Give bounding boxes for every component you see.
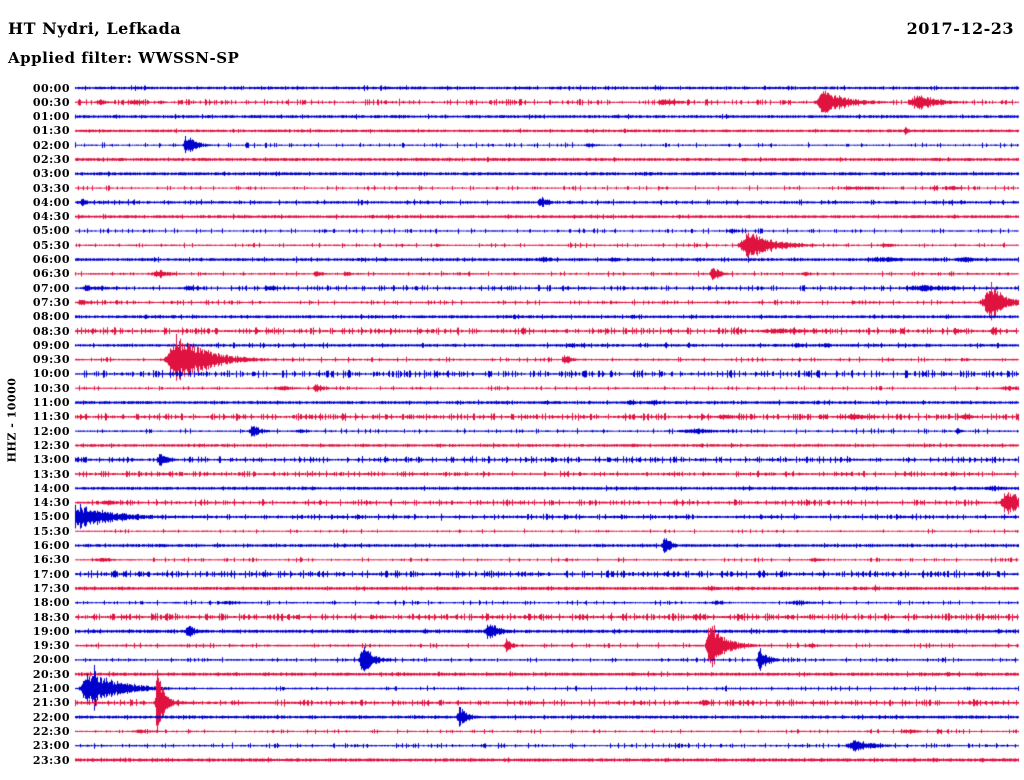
trace-time-label: 03:00 — [32, 167, 70, 181]
trace-time-label: 20:00 — [32, 653, 70, 667]
trace-time-label: 17:30 — [32, 581, 70, 595]
trace-time-label: 04:00 — [32, 195, 70, 209]
trace-time-label: 20:30 — [32, 667, 70, 681]
trace-time-label: 23:00 — [32, 739, 70, 753]
trace-time-label: 11:00 — [32, 396, 70, 410]
trace-time-label: 12:00 — [32, 424, 70, 438]
trace-time-label: 23:30 — [32, 753, 70, 767]
trace-time-label: 19:00 — [32, 624, 70, 638]
trace-time-label: 05:30 — [32, 238, 70, 252]
trace-time-label: 21:00 — [32, 682, 70, 696]
trace-time-label: 08:00 — [32, 310, 70, 324]
trace-time-label: 07:00 — [32, 281, 70, 295]
trace-time-label: 06:00 — [32, 253, 70, 267]
trace-time-label: 16:00 — [32, 539, 70, 553]
trace-time-label: 10:00 — [32, 367, 70, 381]
trace-time-label: 13:00 — [32, 453, 70, 467]
trace-time-label: 02:30 — [32, 152, 70, 166]
trace-time-label: 07:30 — [32, 295, 70, 309]
trace-time-label: 05:00 — [32, 224, 70, 238]
trace-time-label: 13:30 — [32, 467, 70, 481]
trace-time-label: 14:00 — [32, 481, 70, 495]
trace-time-label: 21:30 — [32, 696, 70, 710]
trace-time-label: 04:30 — [32, 210, 70, 224]
trace-time-label: 18:00 — [32, 596, 70, 610]
trace-time-label: 14:30 — [32, 496, 70, 510]
trace-time-label: 02:00 — [32, 138, 70, 152]
trace-time-label: 19:30 — [32, 639, 70, 653]
trace-time-label: 01:30 — [32, 124, 70, 138]
trace-time-label: 15:00 — [32, 510, 70, 524]
trace-time-label: 03:30 — [32, 181, 70, 195]
trace-time-label: 09:30 — [32, 353, 70, 367]
trace-time-label: 10:30 — [32, 381, 70, 395]
trace-time-label: 17:00 — [32, 567, 70, 581]
trace-time-label: 18:30 — [32, 610, 70, 624]
trace-time-label: 06:30 — [32, 267, 70, 281]
trace-time-label: 12:30 — [32, 438, 70, 452]
trace-time-label: 09:00 — [32, 338, 70, 352]
trace-time-label: 00:30 — [32, 95, 70, 109]
trace-time-label: 16:30 — [32, 553, 70, 567]
trace-time-label: 08:30 — [32, 324, 70, 338]
trace-time-label: 01:00 — [32, 110, 70, 124]
trace-time-labels-column: 00:00 00:30 01:00 01:30 02:00 02:30 03:00 03:30… — [0, 0, 70, 780]
trace-time-label: 22:00 — [32, 710, 70, 724]
trace-time-label: 11:30 — [32, 410, 70, 424]
trace-time-label: 00:00 — [32, 81, 70, 95]
trace-time-label: 22:30 — [32, 724, 70, 738]
trace-time-label: 15:30 — [32, 524, 70, 538]
